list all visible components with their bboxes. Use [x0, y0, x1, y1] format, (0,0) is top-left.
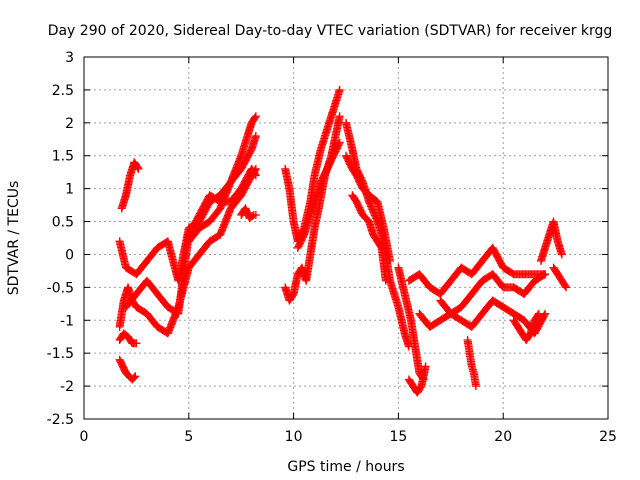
data-point [421, 362, 430, 371]
data-point [471, 382, 480, 391]
y-tick-label: 1.5 [52, 149, 74, 165]
data-point [251, 131, 260, 140]
data-point [381, 276, 390, 285]
data-point [251, 171, 260, 180]
y-tick-label: -1 [60, 313, 74, 329]
data-point [132, 339, 141, 348]
y-tick-label: 0 [65, 247, 74, 263]
y-tick-label: -2.5 [47, 412, 74, 428]
data-point [386, 257, 395, 266]
chart-title: Day 290 of 2020, Sidereal Day-to-day VTE… [48, 23, 613, 39]
axis-ticks: 0 5 10 15 20 25 -2.5 -2 -1.5 -1 -0.5 0 0.5 1 1.5 2 2.5 3 [47, 50, 617, 445]
data-point [335, 85, 344, 94]
data-point [335, 138, 344, 147]
data-point [541, 270, 550, 279]
y-tick-label: -0.5 [47, 280, 74, 296]
x-tick-label: 20 [494, 429, 512, 445]
y-tick-label: 1 [65, 182, 74, 198]
data-point [251, 113, 260, 122]
x-tick-label: 15 [389, 429, 407, 445]
y-tick-label: 3 [65, 50, 74, 66]
x-tick-label: 10 [285, 429, 303, 445]
grid [84, 57, 608, 419]
data-point [133, 163, 142, 172]
data-point [251, 210, 260, 219]
data-point [562, 283, 571, 292]
data-point [248, 212, 257, 221]
y-tick-label: 2.5 [52, 83, 74, 99]
y-tick-label: 0.5 [52, 215, 74, 231]
data-point [134, 164, 143, 173]
plot-frame [83, 56, 609, 420]
data-point [130, 373, 139, 382]
data-point [561, 282, 570, 291]
data-point [539, 271, 548, 280]
data-points [115, 85, 571, 397]
data-point [251, 112, 260, 121]
data-point [131, 372, 140, 381]
y-tick-label: 2 [65, 116, 74, 132]
x-axis-label: GPS time / hours [287, 459, 404, 475]
data-point [557, 250, 566, 259]
x-tick-label: 5 [184, 429, 193, 445]
data-point [335, 140, 344, 149]
y-axis-label: SDTVAR / TECUs [6, 181, 22, 296]
data-point [533, 311, 542, 320]
y-tick-label: -2 [60, 379, 74, 395]
y-tick-label: -1.5 [47, 346, 74, 362]
data-point [251, 170, 260, 179]
x-tick-label: 25 [599, 429, 617, 445]
data-point [335, 112, 344, 121]
data-point [534, 309, 543, 318]
x-tick-label: 0 [80, 429, 89, 445]
